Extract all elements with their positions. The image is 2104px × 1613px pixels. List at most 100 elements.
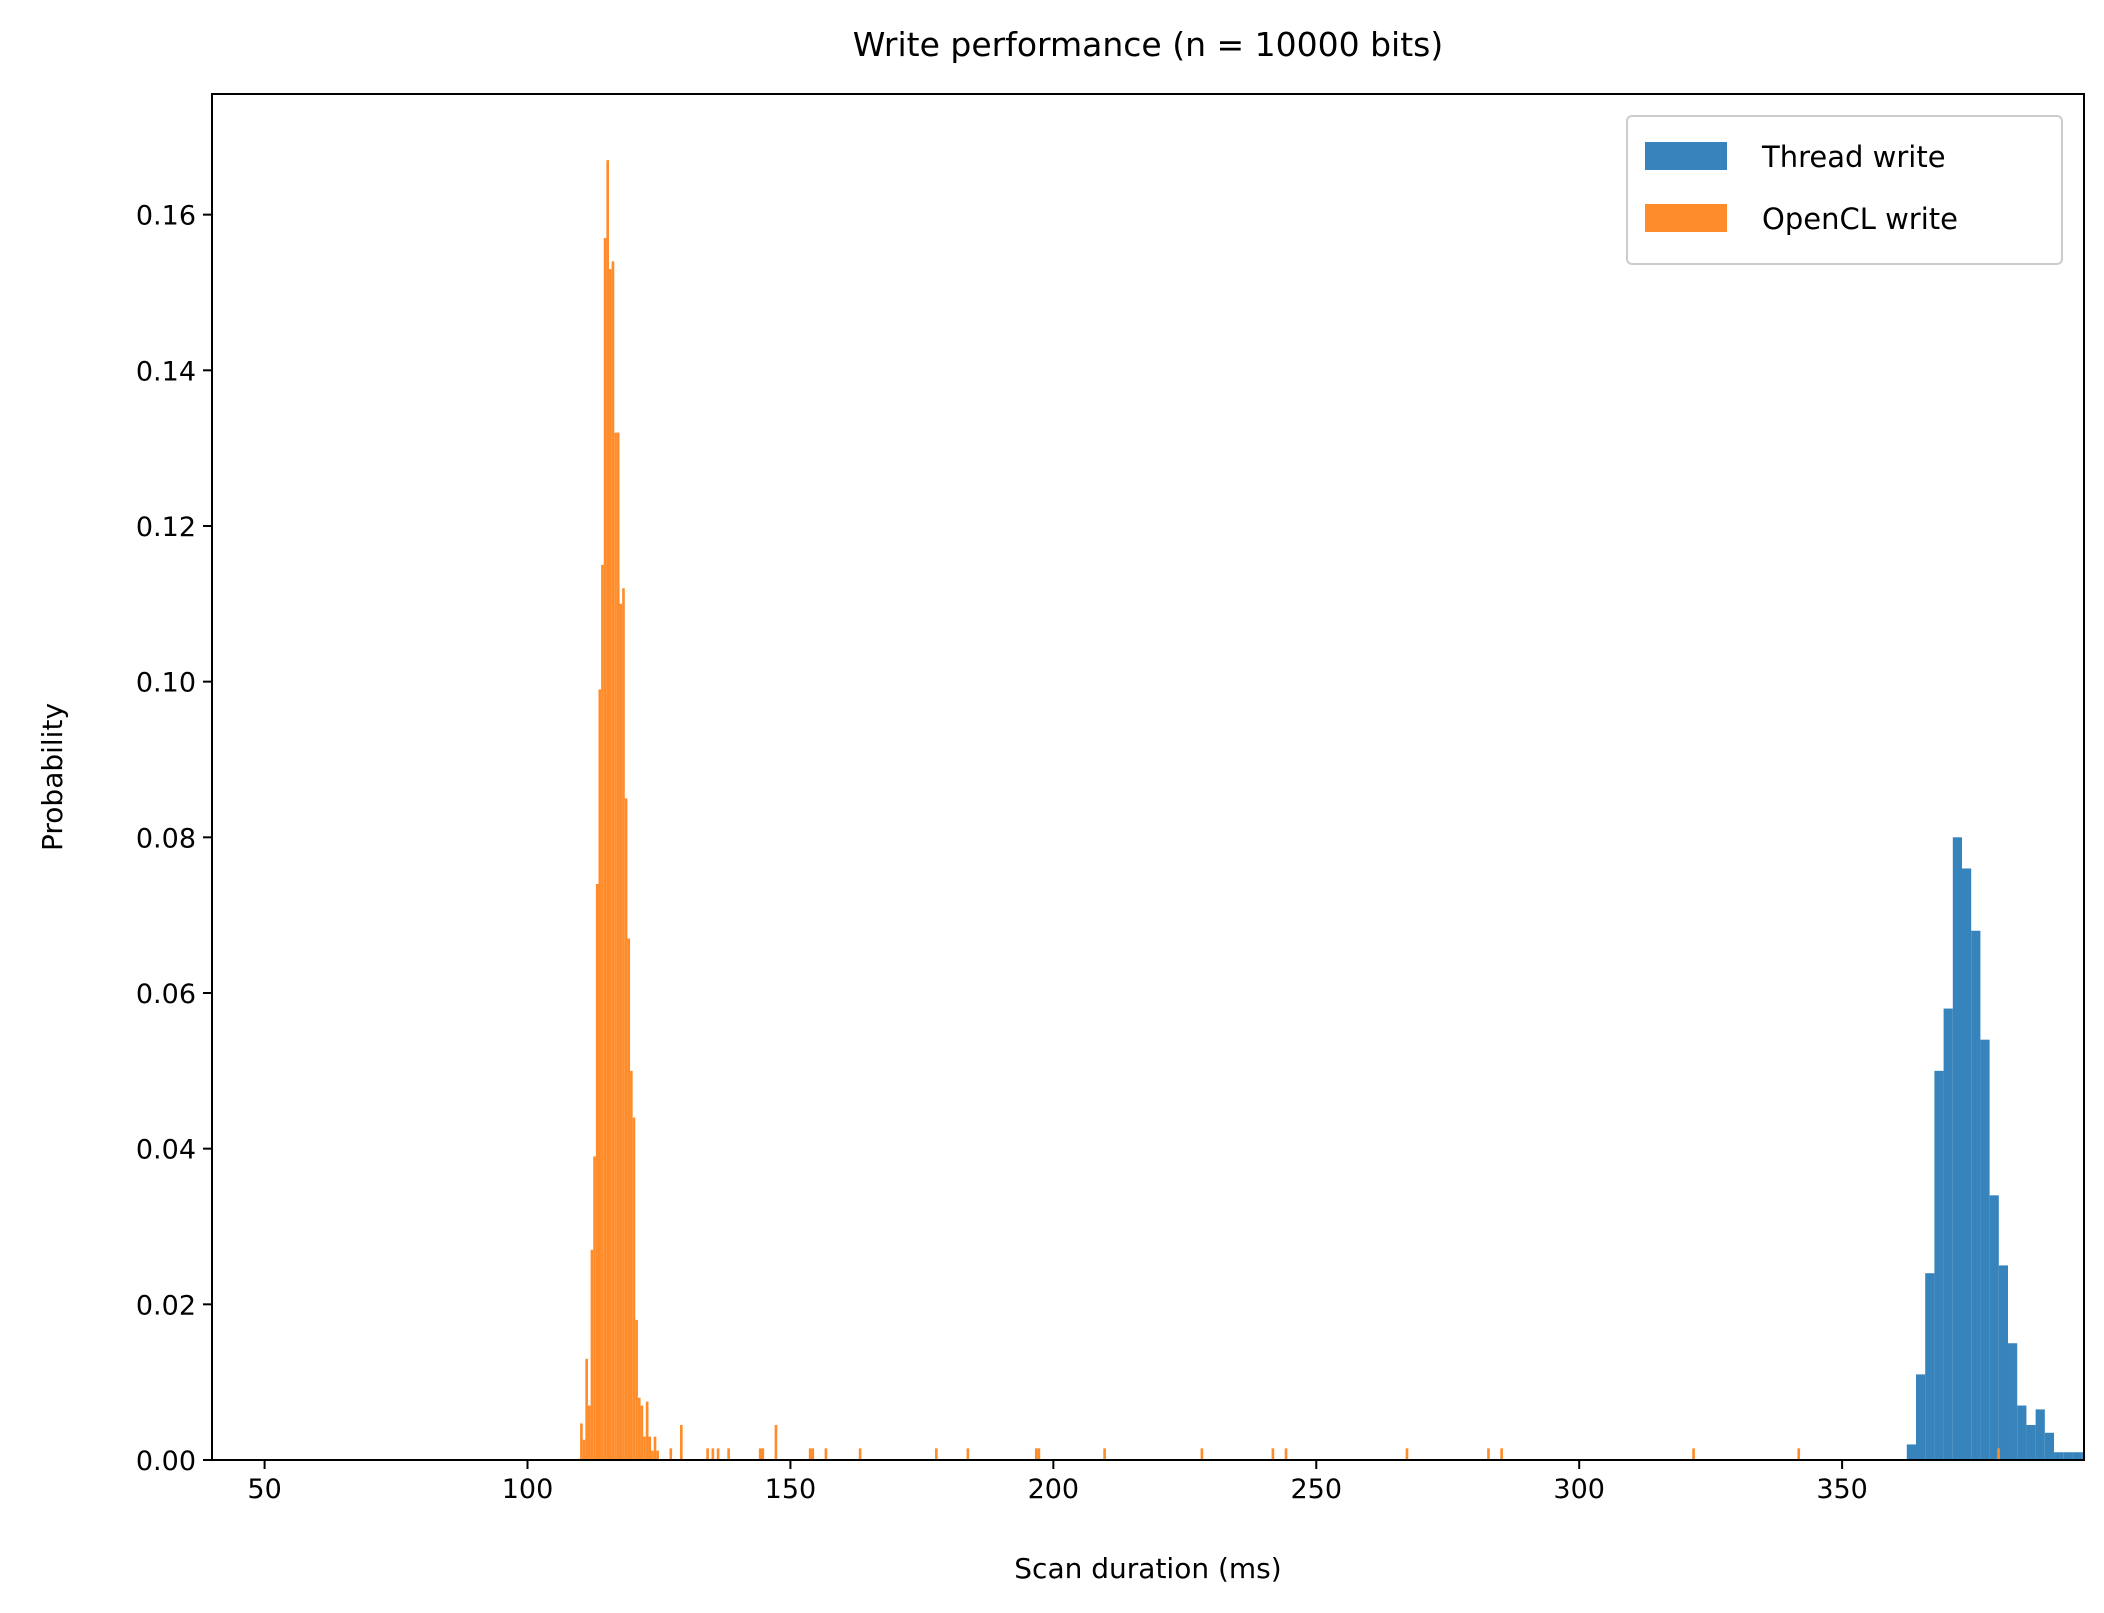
histogram-bar bbox=[758, 1448, 762, 1460]
histogram-bar bbox=[1989, 1195, 1999, 1460]
histogram-bar bbox=[622, 588, 625, 1460]
histogram-bar bbox=[711, 1448, 715, 1460]
histogram-bar bbox=[2008, 1343, 2018, 1460]
histogram-bar bbox=[669, 1448, 673, 1460]
histogram-bar bbox=[774, 1424, 778, 1460]
y-tick-label: 0.16 bbox=[136, 201, 196, 232]
x-tick-label: 150 bbox=[765, 1474, 817, 1505]
histogram-bar bbox=[680, 1424, 683, 1460]
histogram-bar bbox=[627, 938, 631, 1460]
x-axis-label: Scan duration (ms) bbox=[1014, 1552, 1281, 1585]
histogram-bar bbox=[1103, 1448, 1106, 1460]
histogram-bar bbox=[645, 1401, 649, 1460]
histogram-bar bbox=[1797, 1448, 1801, 1460]
histogram-bar bbox=[640, 1405, 644, 1460]
histogram-bar bbox=[580, 1423, 583, 1460]
histogram-bar bbox=[858, 1448, 862, 1460]
histogram-bar bbox=[582, 1439, 586, 1460]
histogram-bar bbox=[2063, 1452, 2073, 1460]
histogram-bar bbox=[614, 432, 617, 1460]
histogram-bar bbox=[635, 1319, 638, 1460]
histogram-bar bbox=[624, 798, 628, 1460]
histogram-bar bbox=[1906, 1444, 1916, 1460]
histogram-bar bbox=[637, 1397, 641, 1460]
histogram-bar bbox=[716, 1448, 720, 1460]
histogram-bar bbox=[595, 884, 599, 1460]
histogram-bar bbox=[2044, 1432, 2055, 1460]
x-tick-label: 200 bbox=[1028, 1474, 1080, 1505]
histogram-bar bbox=[651, 1450, 654, 1460]
histogram-bar bbox=[1200, 1448, 1204, 1460]
plot-area bbox=[580, 160, 2084, 1460]
histogram-bar bbox=[1943, 1008, 1953, 1460]
histogram-bar bbox=[935, 1448, 938, 1460]
histogram-bar bbox=[706, 1448, 709, 1460]
histogram-bar bbox=[619, 603, 623, 1460]
histogram-bar bbox=[653, 1436, 657, 1460]
histogram-bar bbox=[2017, 1405, 2027, 1460]
histogram-bar bbox=[603, 237, 607, 1460]
histogram-bar bbox=[656, 1450, 659, 1460]
legend-label: Thread write bbox=[1761, 140, 1946, 174]
histogram-bar bbox=[1997, 1448, 2000, 1460]
histogram-bar bbox=[1405, 1448, 1409, 1460]
x-tick-label: 100 bbox=[502, 1474, 554, 1505]
histogram-bar bbox=[1034, 1448, 1038, 1460]
histogram-bar bbox=[1998, 1265, 2009, 1460]
histogram-bar bbox=[632, 1117, 636, 1460]
x-tick-label: 350 bbox=[1816, 1474, 1868, 1505]
histogram-bar bbox=[643, 1436, 646, 1460]
x-tick-label: 250 bbox=[1290, 1474, 1342, 1505]
histogram-bar bbox=[1500, 1448, 1503, 1460]
histogram-bar bbox=[593, 1156, 596, 1460]
histogram-bar bbox=[824, 1448, 828, 1460]
histogram-bar bbox=[1934, 1070, 1944, 1460]
histogram-bar bbox=[727, 1448, 730, 1460]
y-tick-label: 0.04 bbox=[136, 1135, 196, 1166]
x-tick-label: 300 bbox=[1553, 1474, 1605, 1505]
histogram-bar bbox=[1980, 1039, 1990, 1460]
histogram-bar bbox=[1962, 868, 1972, 1460]
y-axis-label: Probability bbox=[36, 703, 69, 851]
legend-box bbox=[1626, 115, 2063, 265]
histogram-bar bbox=[2072, 1452, 2082, 1460]
histogram-bar bbox=[811, 1448, 815, 1460]
legend-swatch bbox=[1645, 204, 1727, 232]
y-tick-label: 0.02 bbox=[136, 1290, 196, 1321]
axes-frame bbox=[211, 93, 2085, 1461]
histogram-bar bbox=[609, 269, 612, 1460]
histogram-bar bbox=[598, 689, 602, 1460]
histogram-bar bbox=[611, 261, 615, 1460]
y-tick-label: 0.06 bbox=[136, 979, 196, 1010]
histogram-bar bbox=[2026, 1424, 2036, 1460]
histogram-bar bbox=[1037, 1448, 1041, 1460]
legend-swatch bbox=[1645, 142, 1727, 170]
y-tick-label: 0.00 bbox=[136, 1446, 196, 1477]
histogram-bar bbox=[966, 1448, 970, 1460]
histogram-bar bbox=[1925, 1273, 1935, 1460]
chart-title: Write performance (n = 10000 bits) bbox=[853, 25, 1443, 64]
histogram-bar bbox=[2081, 1452, 2084, 1460]
legend-label: OpenCL write bbox=[1762, 202, 1958, 236]
y-tick-label: 0.12 bbox=[136, 512, 196, 543]
histogram-bar bbox=[590, 1249, 594, 1460]
histogram-bar bbox=[1271, 1448, 1275, 1460]
histogram-bar bbox=[2035, 1409, 2045, 1460]
histogram-bar bbox=[1692, 1448, 1695, 1460]
histogram-bar bbox=[1487, 1448, 1490, 1460]
histogram-bar bbox=[1952, 837, 1963, 1460]
histogram-bar bbox=[587, 1405, 591, 1460]
histogram-bar bbox=[606, 160, 610, 1460]
histogram-bar bbox=[630, 1070, 633, 1460]
y-tick-label: 0.08 bbox=[136, 823, 196, 854]
histogram-bar bbox=[601, 564, 604, 1460]
histogram-bar bbox=[808, 1448, 812, 1460]
histogram-bar bbox=[1971, 930, 1981, 1460]
histogram-bar bbox=[1915, 1374, 1926, 1460]
histogram-bar bbox=[616, 432, 620, 1460]
histogram-bar bbox=[2054, 1452, 2064, 1460]
y-tick-label: 0.14 bbox=[136, 356, 196, 387]
histogram-bar bbox=[585, 1358, 588, 1460]
x-tick-label: 50 bbox=[247, 1474, 281, 1505]
